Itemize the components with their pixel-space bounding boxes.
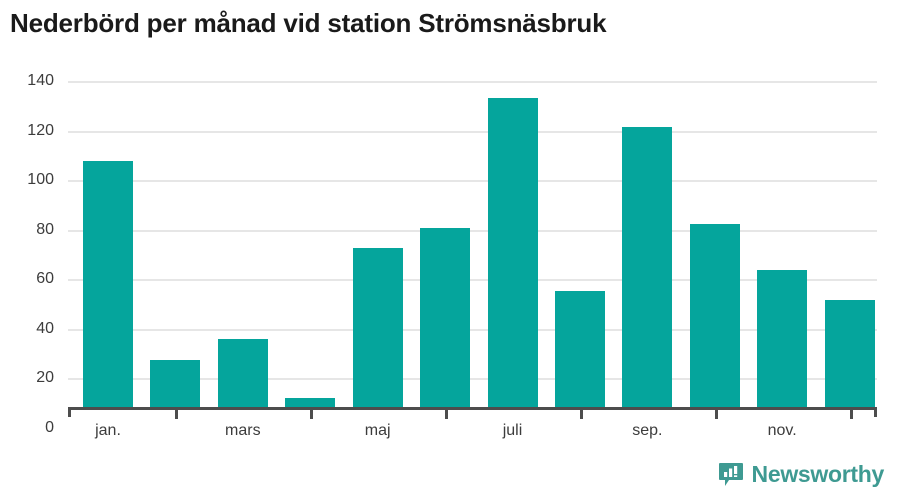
y-axis-tick-label: 20 xyxy=(36,369,54,387)
bar xyxy=(487,98,538,407)
x-axis-tick xyxy=(445,410,449,419)
y-axis-labels: 0 20 40 60 80 100 120 140 xyxy=(0,60,68,455)
bar xyxy=(689,223,740,407)
y-axis-tick-label: 0 xyxy=(45,419,54,436)
gridline xyxy=(68,81,877,83)
bar-series xyxy=(68,60,877,407)
y-axis-tick-label: 40 xyxy=(36,319,54,337)
bar-chart: 0 20 40 60 80 100 120 140 jan. mars maj juli sep. no… xyxy=(0,60,900,455)
x-axis-tick-label: nov. xyxy=(767,422,797,439)
gridlines xyxy=(68,81,877,428)
y-axis-tick-label: 100 xyxy=(27,171,54,189)
plot-area xyxy=(68,81,877,428)
bar-chart-bubble-icon xyxy=(718,462,744,488)
x-axis-tick xyxy=(175,410,179,419)
gridline xyxy=(68,130,877,133)
x-axis-labels: jan. mars maj juli sep. nov. xyxy=(68,422,877,450)
bar xyxy=(622,127,673,407)
logo-text: Newsworthy xyxy=(751,461,885,487)
x-axis-tick-label: maj xyxy=(364,422,391,439)
bar xyxy=(420,227,471,407)
x-axis-tick xyxy=(714,410,718,419)
x-axis-tick xyxy=(310,410,314,419)
gridline xyxy=(68,180,877,183)
y-axis-tick-label: 80 xyxy=(36,220,54,238)
gridline xyxy=(68,378,877,381)
bar xyxy=(824,300,875,407)
bar xyxy=(285,397,336,407)
bar xyxy=(554,291,605,407)
x-axis-endcap-left xyxy=(68,407,71,417)
bar xyxy=(757,270,808,407)
x-axis-endcap-right xyxy=(874,407,877,417)
page-title: Nederbörd per månad vid station Strömsnä… xyxy=(10,8,607,38)
x-axis-tick xyxy=(579,410,583,419)
bar xyxy=(150,360,201,407)
x-axis-tick-label: juli xyxy=(502,422,523,439)
y-axis-tick-label: 60 xyxy=(36,270,54,288)
gridline xyxy=(68,328,877,331)
x-axis-line xyxy=(68,407,877,410)
gridline xyxy=(68,279,877,282)
footer-branding: Newsworthy xyxy=(718,461,884,488)
gridline xyxy=(68,229,877,232)
x-axis-tick-label: jan. xyxy=(95,422,121,439)
x-axis-tick-label: sep. xyxy=(632,422,663,439)
y-axis-tick-label: 140 xyxy=(27,72,54,89)
x-axis-tick xyxy=(849,410,853,419)
bar xyxy=(352,247,403,407)
x-axis-tick-label: mars xyxy=(225,422,261,439)
bar xyxy=(217,338,268,407)
y-axis-tick-label: 120 xyxy=(27,121,54,139)
bar xyxy=(83,161,133,407)
